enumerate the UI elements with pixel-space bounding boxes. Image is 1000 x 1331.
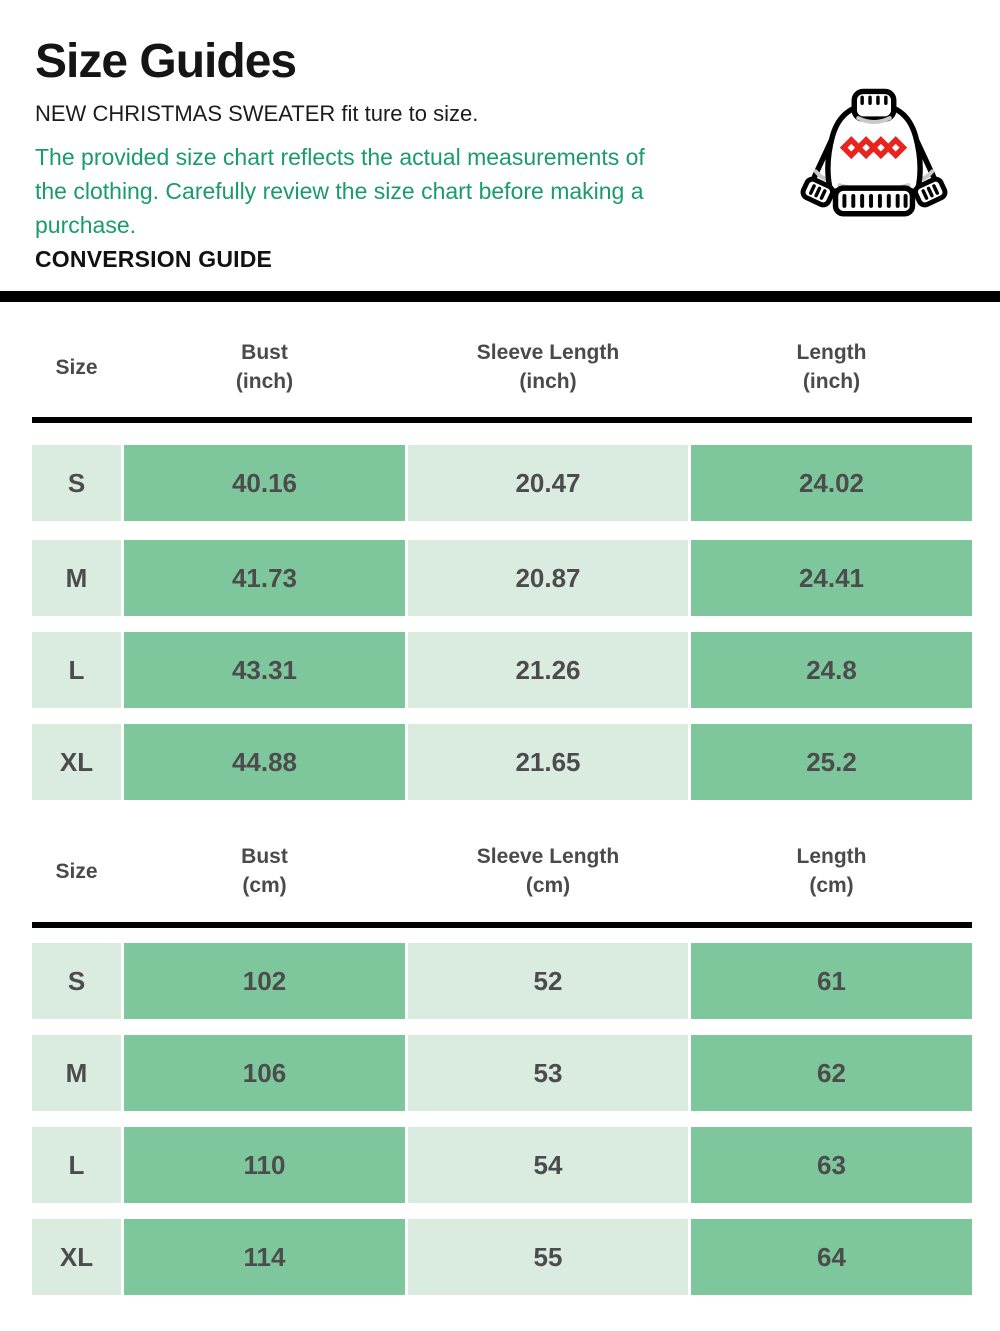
header-size: Size (32, 834, 121, 908)
top-divider (0, 291, 1000, 302)
table-row: M 106 53 62 (32, 1035, 972, 1111)
sleeve-cell: 54 (408, 1127, 688, 1203)
header-size-label: Size (55, 355, 98, 379)
header-bust-label: Bust (241, 845, 288, 868)
bust-cell: 41.73 (124, 540, 405, 616)
header-size-label: Size (55, 859, 98, 883)
inch-header-divider (32, 417, 972, 423)
header-sleeve-label: Sleeve Length (476, 341, 620, 364)
conversion-guide-label: CONVERSION GUIDE (35, 246, 273, 272)
size-cell: XL (32, 724, 121, 800)
sleeve-cell: 20.87 (408, 540, 688, 616)
measurement-note: The provided size chart reflects the act… (35, 144, 645, 238)
length-cell: 64 (691, 1219, 972, 1295)
header-sleeve-length: Sleeve Length (cm) (408, 834, 688, 908)
header-length: Length (inch) (691, 330, 972, 404)
length-cell: 24.41 (691, 540, 972, 616)
header-bust: Bust (cm) (124, 834, 405, 908)
header-length-label: Length (796, 341, 867, 364)
length-cell: 61 (691, 943, 972, 1019)
header-bust-label: Bust (241, 341, 288, 364)
header-length-label: Length (796, 845, 867, 868)
header-sleeve-label: Sleeve Length (476, 845, 620, 868)
bust-cell: 114 (124, 1219, 405, 1295)
sleeve-cell: 21.65 (408, 724, 688, 800)
bust-cell: 102 (124, 943, 405, 1019)
table-row: S 102 52 61 (32, 943, 972, 1019)
header-bust-unit: (inch) (235, 370, 294, 393)
page-title: Size Guides (35, 35, 297, 88)
header-length-unit: (inch) (802, 370, 861, 393)
header-length-unit: (cm) (809, 874, 854, 897)
bust-cell: 43.31 (124, 632, 405, 708)
table-row: L 110 54 63 (32, 1127, 972, 1203)
header-sleeve-unit: (cm) (525, 874, 571, 897)
sleeve-cell: 53 (408, 1035, 688, 1111)
cm-header-divider (32, 922, 972, 928)
header-bust: Bust (inch) (124, 330, 405, 404)
bust-cell: 44.88 (124, 724, 405, 800)
bust-cell: 110 (124, 1127, 405, 1203)
table-row: M 41.73 20.87 24.41 (32, 540, 972, 616)
size-cell: S (32, 445, 121, 521)
fit-note: NEW CHRISTMAS SWEATER fit ture to size. (35, 101, 479, 126)
christmas-sweater-icon (800, 88, 948, 217)
header-bust-unit: (cm) (242, 874, 287, 897)
header-length: Length (cm) (691, 834, 972, 908)
sleeve-cell: 55 (408, 1219, 688, 1295)
header-sleeve-length: Sleeve Length (inch) (408, 330, 688, 404)
table-row: L 43.31 21.26 24.8 (32, 632, 972, 708)
bust-cell: 106 (124, 1035, 405, 1111)
bust-cell: 40.16 (124, 445, 405, 521)
length-cell: 24.02 (691, 445, 972, 521)
size-cell: XL (32, 1219, 121, 1295)
sleeve-cell: 20.47 (408, 445, 688, 521)
header-size: Size (32, 330, 121, 404)
length-cell: 25.2 (691, 724, 972, 800)
size-cell: L (32, 1127, 121, 1203)
table-row: XL 44.88 21.65 25.2 (32, 724, 972, 800)
header-sleeve-unit: (inch) (519, 370, 577, 393)
sleeve-cell: 21.26 (408, 632, 688, 708)
length-cell: 24.8 (691, 632, 972, 708)
size-cell: M (32, 540, 121, 616)
inch-table-header: Size Bust (inch) Sleeve Length (inch) Le… (32, 330, 972, 404)
size-cell: S (32, 943, 121, 1019)
table-row: S 40.16 20.47 24.02 (32, 445, 972, 521)
length-cell: 63 (691, 1127, 972, 1203)
size-cell: L (32, 632, 121, 708)
length-cell: 62 (691, 1035, 972, 1111)
table-row: XL 114 55 64 (32, 1219, 972, 1295)
sleeve-cell: 52 (408, 943, 688, 1019)
cm-table-header: Size Bust (cm) Sleeve Length (cm) Length… (32, 834, 972, 908)
size-cell: M (32, 1035, 121, 1111)
